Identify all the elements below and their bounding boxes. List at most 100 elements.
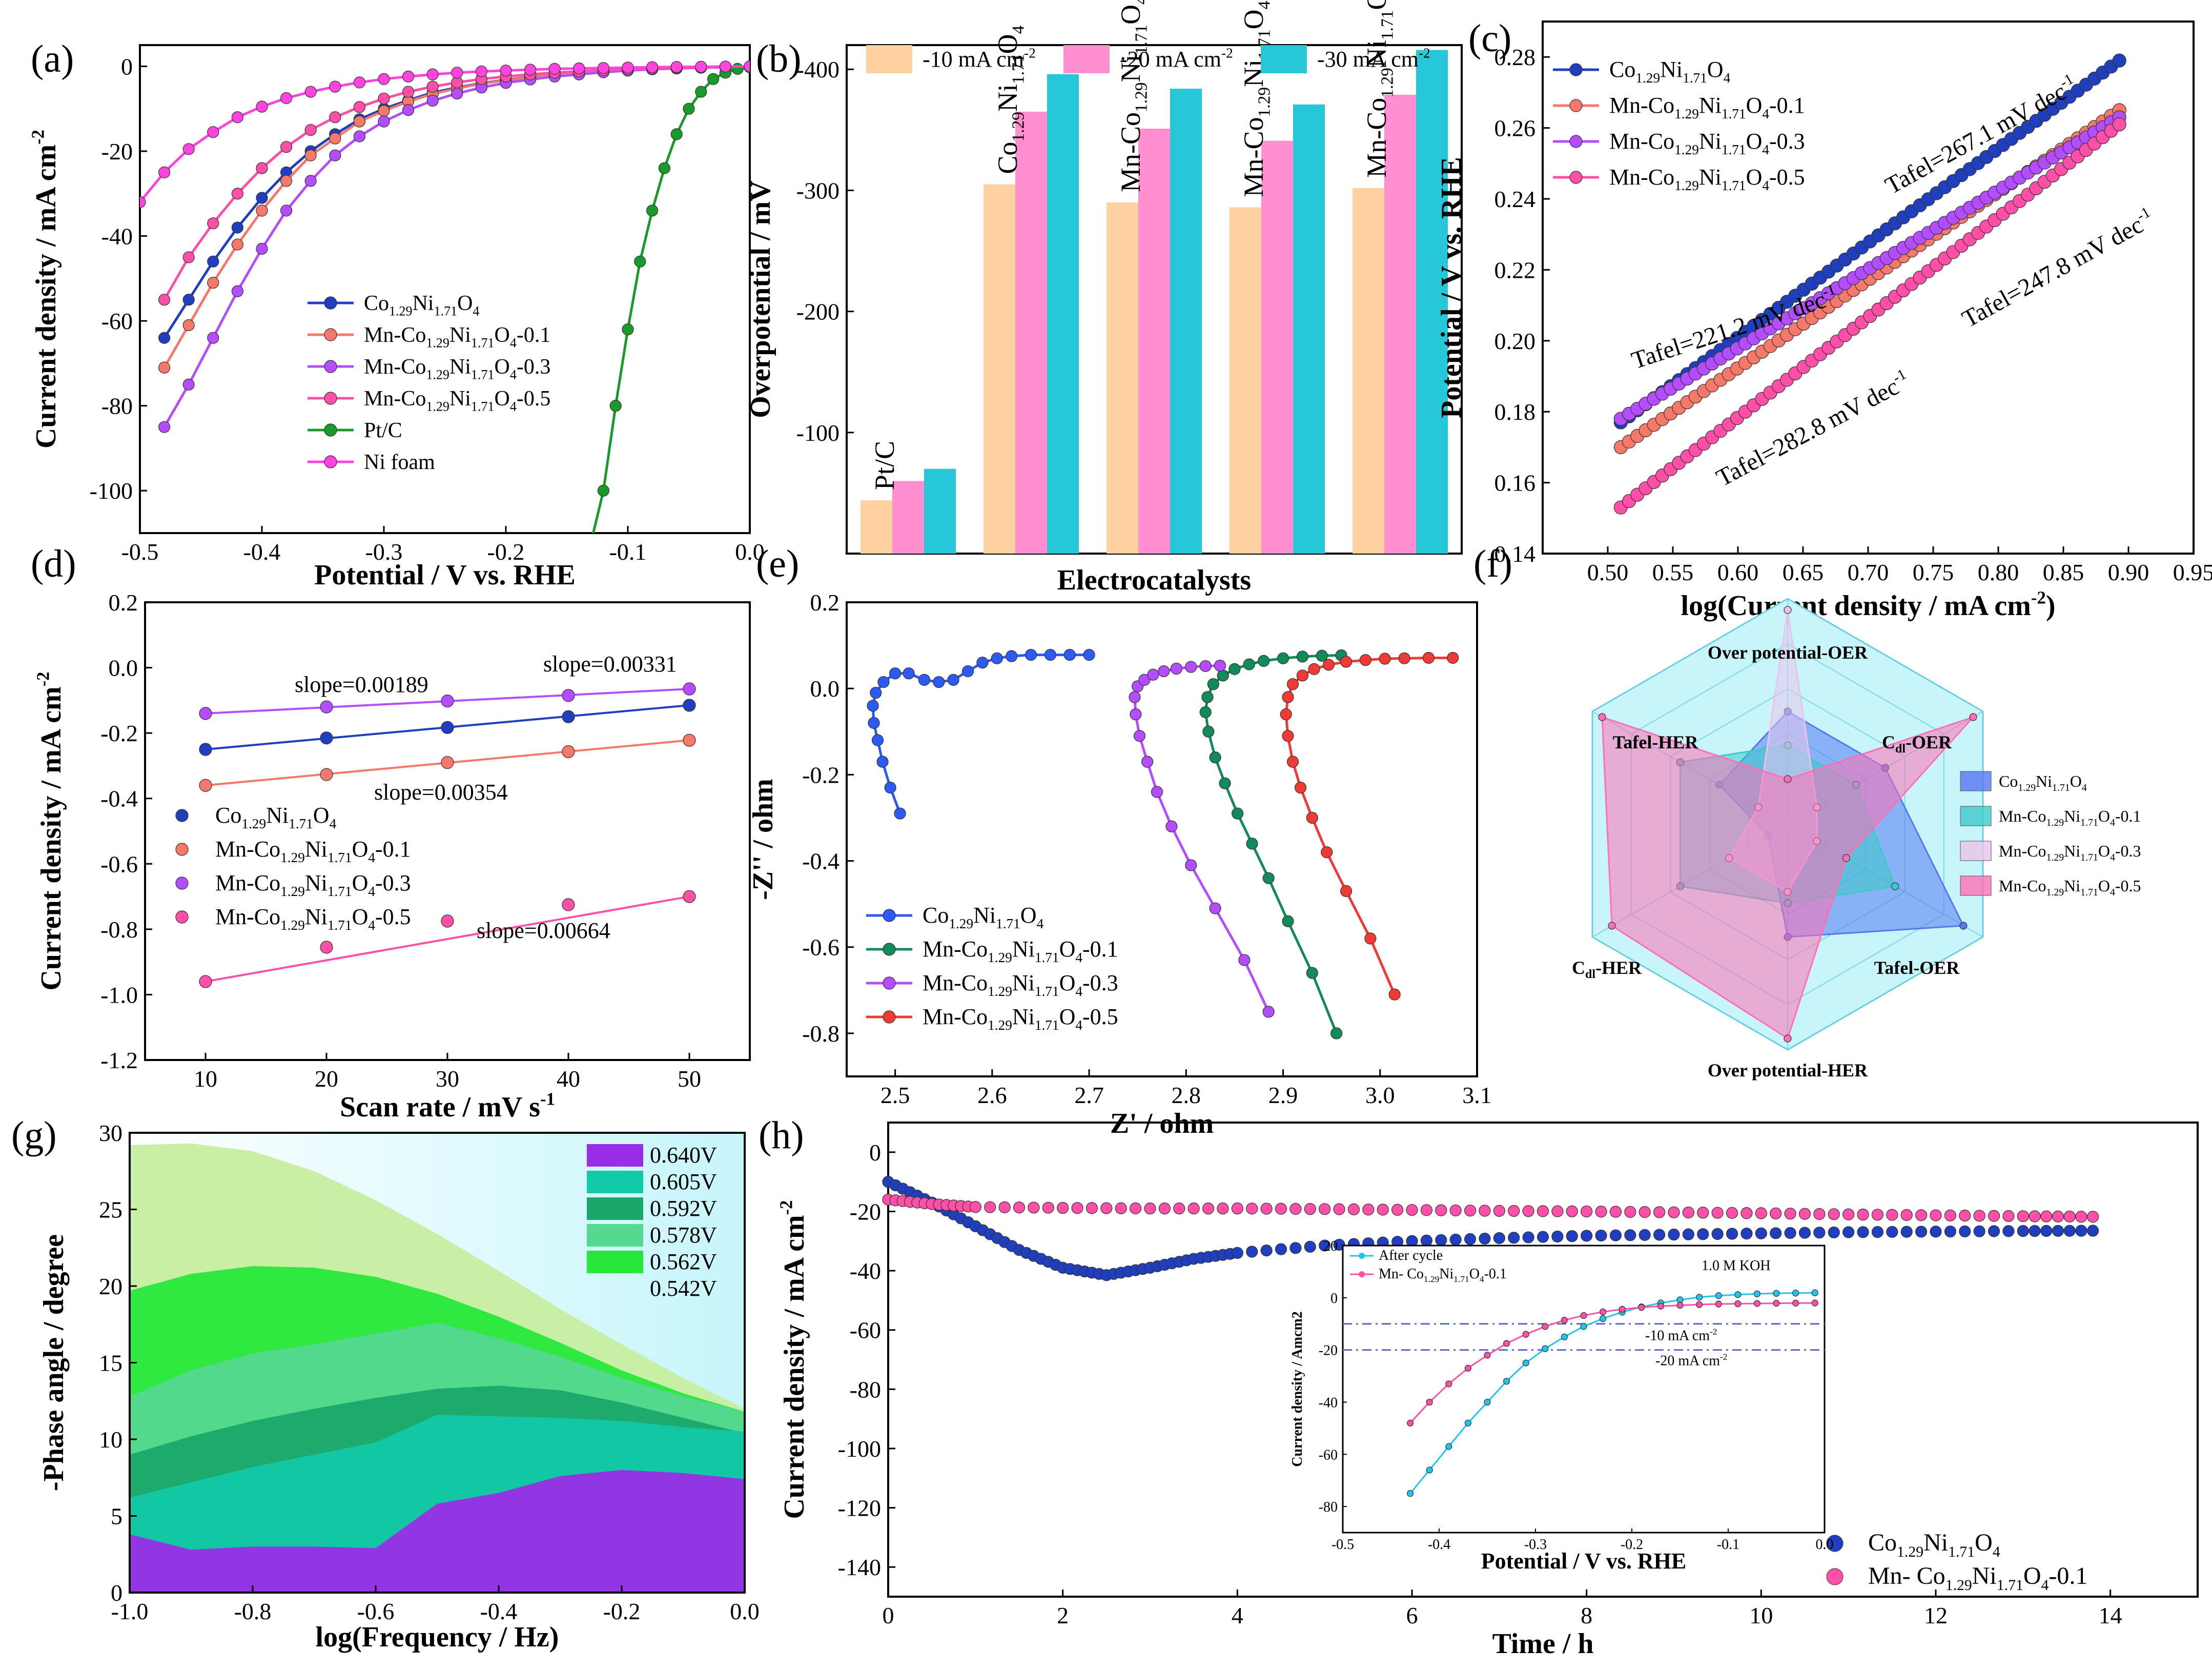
formula-part: 1.71 [2052, 782, 2070, 793]
y-axis-label-group: Overpotential / mV [745, 180, 776, 418]
y-tick-label: 0 [111, 1580, 122, 1606]
x-tick-label: 14 [2099, 1602, 2122, 1628]
legend-label: 0.578V [650, 1222, 717, 1248]
formula-part: Mn-Co [1361, 98, 1392, 178]
formula-part: 1.29 [2046, 817, 2064, 828]
data-point [426, 94, 439, 107]
data-point [1726, 1207, 1738, 1219]
formula-part: Mn-Co [1609, 165, 1674, 190]
formula-part: O [352, 837, 368, 862]
y-tick-label: -0.6 [100, 851, 138, 877]
legend-label: Mn-Co1.29Ni1.71O4-0.1 [215, 837, 411, 865]
data-point [1209, 751, 1221, 764]
data-point [207, 126, 219, 138]
formula-part: Mn-Co [215, 870, 280, 895]
data-point [670, 128, 683, 140]
data-point [1388, 988, 1401, 1001]
data-point [1185, 661, 1197, 673]
radar-point [1959, 922, 1968, 930]
data-point [597, 484, 610, 497]
x-tick-label: -0.2 [603, 1598, 641, 1624]
formula-part: 1.71 [1378, 10, 1397, 40]
data-point [719, 60, 732, 73]
data-point [1306, 811, 1318, 824]
formula-part: 1.29 [1945, 1577, 1972, 1594]
data-point [658, 162, 671, 174]
formula-part: 1.29 [988, 1017, 1012, 1033]
legend-marker [175, 877, 189, 890]
x-tick-label: 6 [1406, 1602, 1418, 1628]
x-tick-label: 0 [883, 1602, 894, 1628]
data-point [1275, 1243, 1287, 1255]
formula-part: 4 [2110, 887, 2115, 898]
y-tick-label: 25 [99, 1197, 122, 1223]
radar-point [1891, 882, 1899, 890]
series-line [591, 66, 750, 533]
y-tick-label: 0.0 [810, 676, 840, 702]
legend-swatch [587, 1197, 643, 1220]
data-point [2029, 1225, 2041, 1237]
formula-part: -0.1 [517, 323, 551, 347]
x-tick-label: 0.0 [735, 539, 765, 565]
formula-part: 1.29 [949, 916, 973, 931]
data-point [1262, 1006, 1275, 1018]
data-point [1330, 1027, 1343, 1040]
data-point [1231, 1247, 1243, 1259]
data-point [1130, 708, 1142, 721]
formula-part: 4 [368, 850, 375, 865]
y-tick-label: -20 [850, 1198, 881, 1225]
data-point [1900, 1226, 1913, 1238]
formula-part: Ni [2036, 772, 2052, 790]
formula-part: 1.71 [471, 399, 495, 414]
data-point [1726, 1228, 1738, 1240]
data-point [2040, 1210, 2053, 1222]
category-label-group: Mn-Co1.29Ni1.71O4-0.3 [1238, 0, 1274, 197]
data-point [1915, 1209, 1928, 1221]
x-tick-label: 50 [678, 1066, 701, 1092]
data-point [280, 92, 293, 105]
data-point [1449, 1204, 1462, 1217]
series-line [1204, 654, 1342, 1034]
formula-part: 1.71 [2080, 887, 2098, 898]
y-axis-label-group: Current density / mA cm-2 [776, 1200, 810, 1519]
data-point [1013, 1201, 1026, 1214]
data-point [207, 255, 219, 268]
y-tick-label: 0 [869, 1139, 881, 1166]
slope-annotation: slope=0.00189 [295, 672, 428, 697]
label-base: -10 mA cm [1645, 1328, 1710, 1344]
data-point [1930, 1209, 1942, 1221]
formula-part: O [1746, 129, 1763, 154]
data-point [280, 141, 293, 153]
legend-label: Mn-Co1.29Ni1.71O4-0.5 [364, 387, 550, 414]
data-point [1449, 1233, 1462, 1246]
data-point [231, 111, 243, 124]
reference-label: -20 mA cm-2 [1655, 1352, 1727, 1369]
data-point [231, 188, 243, 200]
axis-sub: dl [1585, 968, 1595, 981]
inset-data-point [1561, 1317, 1568, 1324]
data-point [199, 743, 212, 756]
data-point [1784, 1227, 1796, 1239]
y-tick-label: -60 [101, 308, 133, 334]
data-point [158, 166, 171, 178]
data-point [158, 421, 171, 433]
legend-marker [324, 328, 337, 341]
label-base: Current density / mA cm [30, 145, 62, 449]
inset-legend-label: After cycle [1379, 1248, 1443, 1264]
formula-part: 1.29 [988, 950, 1012, 965]
data-point [1308, 663, 1320, 675]
data-point [158, 361, 171, 374]
data-point [1828, 1208, 1840, 1220]
x-tick-label: 10 [194, 1066, 217, 1092]
data-point [1246, 1246, 1258, 1258]
label-base: Scan rate / mV s [340, 1091, 540, 1123]
data-point [1973, 1210, 1985, 1222]
bar [861, 500, 892, 554]
data-point [353, 76, 366, 89]
data-point [1258, 655, 1270, 667]
y-tick-label: 30 [99, 1120, 122, 1146]
data-point [1199, 706, 1212, 719]
formula-part: Mn-Co [1999, 807, 2046, 825]
formula-part: 1.71 [2080, 852, 2098, 863]
data-point [1464, 1205, 1477, 1217]
